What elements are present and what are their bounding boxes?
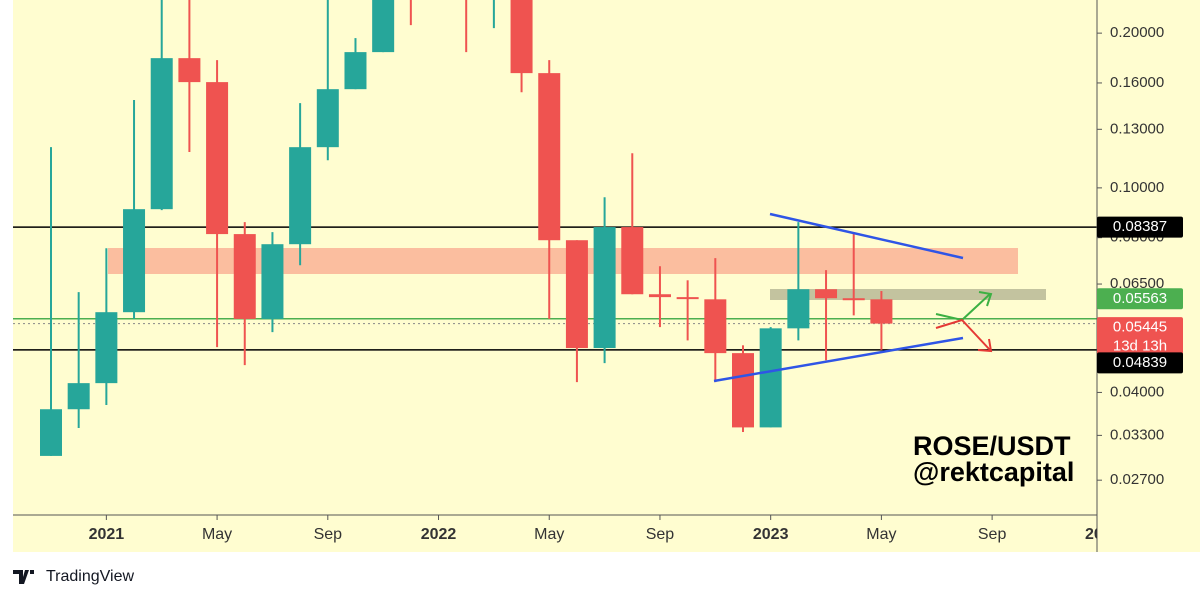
- candle-body: [344, 52, 367, 90]
- trendline-lower: [713, 336, 964, 383]
- candle-body: [842, 298, 865, 301]
- arrow-up-head: [978, 291, 993, 307]
- brand-logo: [13, 570, 34, 584]
- x-tick-label: 2024: [1085, 526, 1121, 543]
- candle-body: [206, 82, 229, 235]
- candle-body: [67, 383, 90, 410]
- price-label: 0.04839: [1113, 354, 1167, 371]
- candle-body: [593, 227, 616, 349]
- candle-body: [261, 244, 284, 319]
- drawings: [713, 212, 993, 383]
- candle-body: [621, 227, 644, 295]
- y-tick-label: 0.06500: [1110, 275, 1164, 292]
- brand: TradingView: [13, 568, 134, 585]
- price-label: 0.08387: [1113, 218, 1167, 235]
- y-tick-label: 0.16000: [1110, 74, 1164, 91]
- y-tick-label: 0.13000: [1110, 120, 1164, 137]
- x-tick-label: May: [534, 526, 564, 543]
- candle-body: [787, 289, 810, 329]
- y-tick-label: 0.03300: [1110, 426, 1164, 443]
- candle-body: [732, 353, 754, 428]
- chart-subtitle: @rektcapital: [913, 457, 1074, 487]
- price-label: 0.05445: [1113, 319, 1167, 336]
- candle-body: [870, 299, 893, 324]
- price-label-box: [1097, 352, 1183, 374]
- candle-body: [538, 73, 561, 241]
- price-label-box: [1097, 216, 1183, 238]
- candles: [40, 0, 893, 456]
- price-label-box: [1097, 317, 1183, 358]
- candle-body: [289, 147, 312, 245]
- candle-body: [815, 289, 838, 299]
- candle-body: [123, 209, 146, 313]
- candle-body: [676, 297, 699, 300]
- countdown: 13d 13h: [1113, 338, 1167, 355]
- candle-body: [704, 299, 727, 354]
- x-tick-label: May: [202, 526, 232, 543]
- price-label-box: [1097, 288, 1183, 310]
- candle-body: [178, 58, 201, 83]
- candle-body: [40, 409, 62, 456]
- x-tick-label: May: [866, 526, 896, 543]
- chart-title: ROSE/USDT: [913, 431, 1071, 461]
- arrow-down-head: [977, 338, 993, 353]
- y-tick-label: 0.02700: [1110, 471, 1164, 488]
- candle-body: [233, 234, 256, 319]
- x-tick-label: Sep: [646, 526, 675, 543]
- y-tick-label: 0.10000: [1110, 179, 1164, 196]
- x-axis: 2021 May Sep 2022 May Sep 2023 May Sep 2024: [89, 515, 1121, 543]
- x-tick-label: 2022: [421, 526, 457, 543]
- candle-body: [510, 0, 533, 74]
- x-tick-label: Sep: [314, 526, 343, 543]
- zones: [108, 248, 1046, 300]
- candle-body: [372, 0, 395, 53]
- candle-body: [565, 240, 588, 349]
- trendline-upper: [769, 212, 964, 260]
- gray-zone: [770, 289, 1046, 300]
- candle-body: [95, 312, 118, 384]
- price-label: 0.05563: [1113, 290, 1167, 307]
- resistance-zone: [108, 248, 1018, 274]
- arrow-down: [935, 318, 991, 351]
- candle-body: [648, 294, 671, 298]
- y-tick-label: 0.04000: [1110, 383, 1164, 400]
- x-tick-label: Sep: [978, 526, 1007, 543]
- candle-body: [316, 89, 339, 148]
- x-tick-label: 2023: [753, 526, 789, 543]
- x-tick-label: 2021: [89, 526, 125, 543]
- candle-body: [150, 58, 173, 210]
- y-tick-label: 0.20000: [1110, 24, 1164, 41]
- brand-name: TradingView: [46, 568, 134, 585]
- candle-body: [759, 328, 782, 428]
